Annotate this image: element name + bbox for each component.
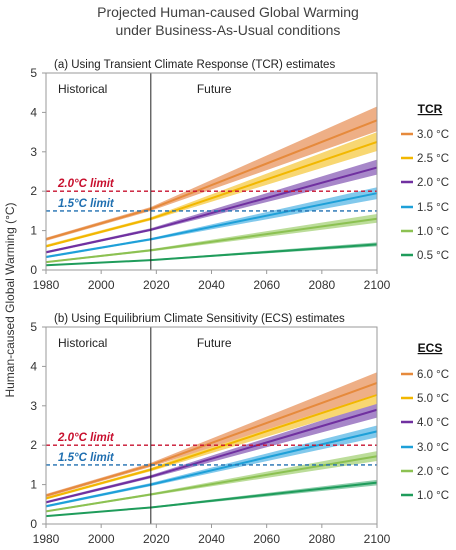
limit-label: 2.0°C limit — [57, 432, 115, 444]
legend-label: 3.0 °C — [417, 442, 449, 454]
series-line — [45, 481, 378, 518]
y-tick-label: 1 — [30, 478, 37, 492]
y-tick-label: 1 — [30, 224, 37, 238]
series-band — [46, 372, 377, 498]
x-tick-label: 1980 — [33, 278, 60, 292]
region-label-future: Future — [197, 336, 232, 350]
panel-a: (a) Using Transient Climate Response (TC… — [30, 59, 449, 292]
y-tick-label: 3 — [30, 399, 37, 413]
x-tick-label: 2100 — [364, 278, 391, 292]
y-axis-label: Human-caused Global Warming (°C) — [3, 202, 17, 397]
x-tick-label: 2080 — [308, 532, 335, 546]
y-tick-label: 0 — [30, 263, 37, 277]
y-tick-label: 2 — [30, 184, 37, 198]
x-tick-label: 2080 — [308, 278, 335, 292]
legend-label: 1.5 °C — [417, 202, 449, 214]
legend-label: 3.0 °C — [417, 129, 449, 141]
x-tick-label: 2020 — [143, 532, 170, 546]
x-tick-label: 2040 — [198, 532, 225, 546]
y-tick-label: 5 — [30, 66, 37, 80]
y-tick-label: 4 — [30, 359, 37, 373]
legend-title: ECS — [418, 341, 443, 355]
y-tick-label: 3 — [30, 145, 37, 159]
figure-title-line2: under Business-As-Usual conditions — [116, 22, 341, 38]
legend-label: 2.5 °C — [417, 153, 449, 165]
series-band — [46, 386, 377, 500]
legend-label: 5.0 °C — [417, 393, 449, 405]
legend-title: TCR — [418, 102, 443, 116]
x-tick-label: 1980 — [33, 532, 60, 546]
region-label-historical: Historical — [58, 82, 107, 96]
legend-label: 4.0 °C — [417, 417, 449, 429]
x-tick-label: 2100 — [364, 532, 391, 546]
limit-label: 2.0°C limit — [57, 178, 115, 190]
region-label-historical: Historical — [58, 336, 107, 350]
legend-label: 1.0 °C — [417, 490, 449, 502]
x-tick-label: 2040 — [198, 278, 225, 292]
panel-title: (b) Using Equilibrium Climate Sensitivit… — [54, 313, 345, 325]
x-tick-label: 2000 — [88, 532, 115, 546]
series-band — [46, 106, 377, 241]
x-tick-label: 2000 — [88, 278, 115, 292]
legend-label: 0.5 °C — [417, 250, 449, 262]
y-tick-label: 4 — [30, 105, 37, 119]
limit-label: 1.5°C limit — [58, 198, 115, 210]
region-label-future: Future — [197, 82, 232, 96]
legend-label: 2.0 °C — [417, 177, 449, 189]
x-tick-label: 2020 — [143, 278, 170, 292]
limit-label: 1.5°C limit — [58, 452, 115, 464]
legend-label: 6.0 °C — [417, 369, 449, 381]
x-tick-label: 2060 — [253, 532, 280, 546]
panel-title: (a) Using Transient Climate Response (TC… — [54, 59, 335, 71]
y-tick-label: 5 — [30, 320, 37, 334]
y-tick-label: 2 — [30, 438, 37, 452]
legend-label: 2.0 °C — [417, 466, 449, 478]
panel-b: (b) Using Equilibrium Climate Sensitivit… — [30, 313, 449, 546]
x-tick-label: 2060 — [253, 278, 280, 292]
legend-label: 1.0 °C — [417, 226, 449, 238]
figure-title-line1: Projected Human-caused Global Warming — [97, 4, 359, 20]
series-band — [46, 159, 377, 254]
y-tick-label: 0 — [30, 517, 37, 531]
